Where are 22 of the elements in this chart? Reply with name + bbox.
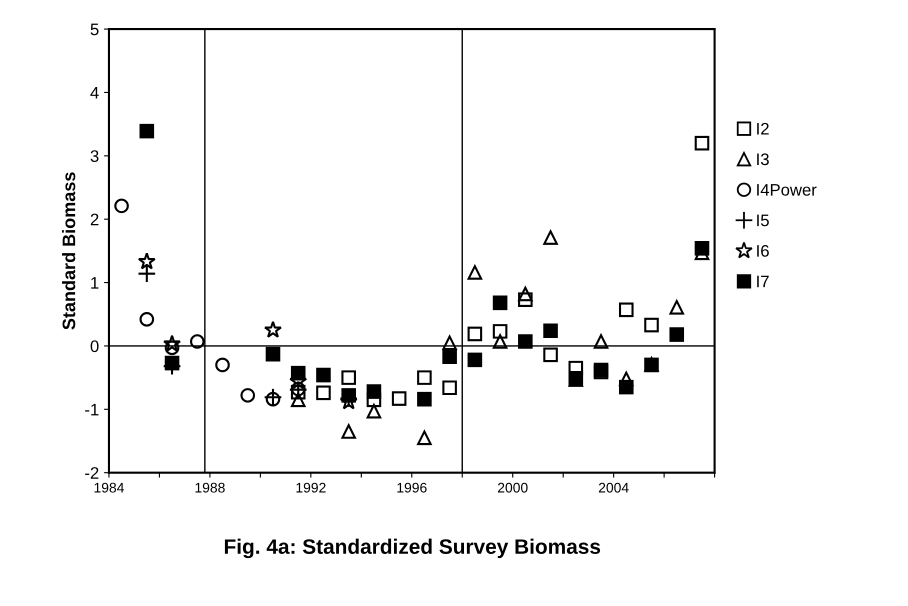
y-axis-title: Standard Biomass: [62, 172, 76, 330]
y-tick-label: 2: [90, 214, 98, 226]
y-tick-label: 4: [90, 87, 99, 98]
legend-label: I2: [757, 122, 769, 134]
y-tick-label: -1: [85, 404, 98, 416]
x-tick-label: 2004: [598, 482, 629, 493]
x-tick-label: 2000: [498, 482, 528, 493]
legend-label: I7: [757, 276, 769, 288]
y-tick-label: 1: [91, 277, 98, 289]
x-tick-label: 1996: [397, 482, 427, 493]
legend-label: I5: [757, 214, 769, 226]
y-tick-label: 5: [90, 24, 99, 36]
legend-label: I3: [757, 153, 769, 166]
x-tick-label: 1992: [296, 482, 326, 493]
text: Fig. 4a: Standardized Survey Biomass: [224, 538, 600, 558]
y-tick-label: 3: [90, 150, 99, 162]
x-tick-label: 1984: [94, 482, 124, 493]
y-tick-label: -2: [85, 467, 98, 479]
legend-label: I4Power: [757, 184, 817, 196]
x-tick-label: 1988: [196, 482, 225, 493]
legend-label: I6: [757, 245, 769, 257]
y-tick-label: 0: [90, 340, 99, 352]
